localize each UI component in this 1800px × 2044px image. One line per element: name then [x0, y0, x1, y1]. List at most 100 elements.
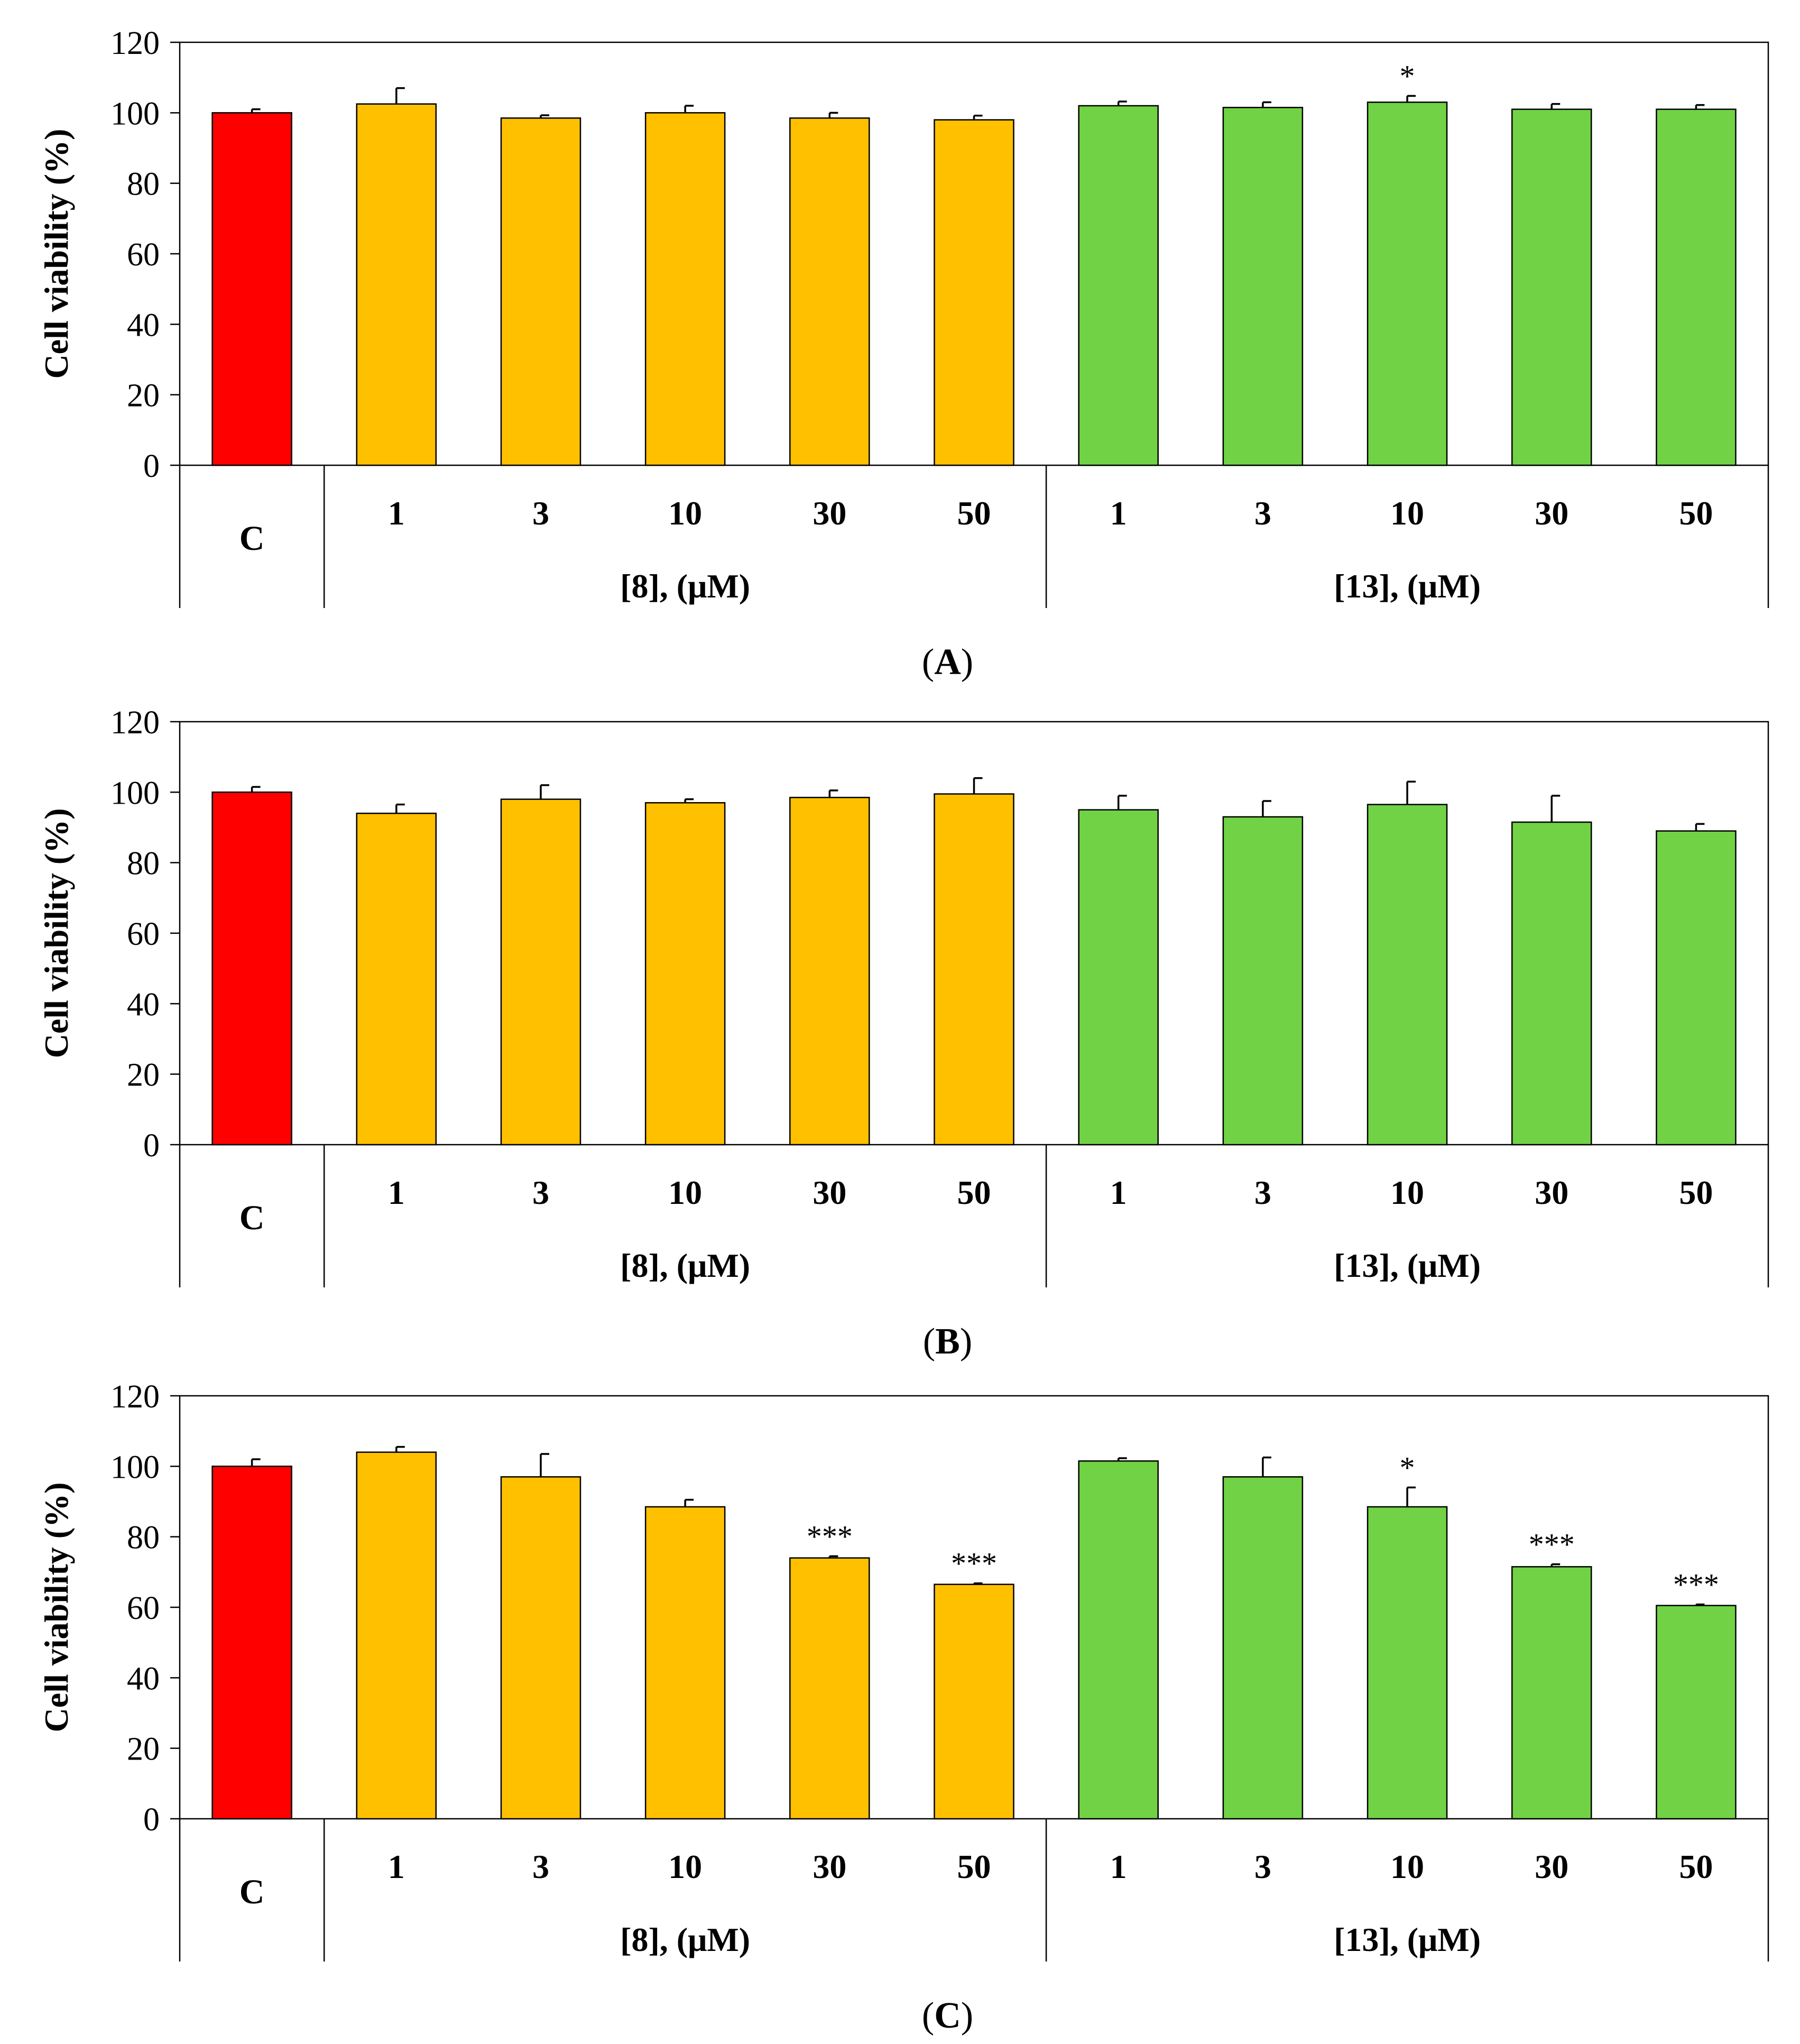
category-label: 30: [813, 1848, 846, 1885]
bar: [1656, 830, 1737, 1146]
bar: [1078, 105, 1159, 466]
category-label: 1: [388, 1174, 405, 1211]
category-label: 50: [957, 1174, 991, 1211]
group-label: [8], (μM): [620, 1921, 750, 1958]
bar: [211, 1466, 292, 1820]
y-tick-label: 20: [127, 1057, 160, 1093]
y-tick-label: 120: [110, 705, 160, 741]
category-label: C: [239, 519, 265, 558]
y-tick-label: 20: [127, 378, 160, 414]
panel-label: (A): [922, 642, 973, 683]
y-tick-label: 80: [127, 1520, 160, 1556]
category-label: C: [239, 1199, 265, 1237]
chart-panel-b: 0 20 40 60 80 100 120 Cell viability (%) C 1 3 10 30…: [38, 705, 1769, 1362]
y-tick-label: 60: [127, 1590, 160, 1626]
panel-label-paren: ): [961, 1995, 973, 2036]
y-axis-label: Cell viability (%): [38, 1483, 75, 1733]
category-label: 3: [1254, 494, 1271, 532]
panel-label: (B): [923, 1321, 972, 1362]
bar: [1656, 108, 1737, 466]
category-label: 3: [532, 1174, 549, 1211]
category-label: 50: [1679, 1848, 1713, 1885]
category-label: 50: [957, 1848, 991, 1885]
bar: [934, 119, 1014, 466]
chart-panel-a: 0 20 40 60 80 100 120 Cell viability (%) * C 1 3 10 3…: [38, 25, 1769, 683]
panel-label: (C): [922, 1995, 973, 2036]
panel-label-paren: ): [961, 642, 973, 683]
category-label: 50: [1679, 494, 1713, 532]
y-tick-label: 60: [127, 237, 160, 273]
y-tick-label: 80: [127, 167, 160, 202]
group-label: [8], (μM): [620, 1247, 750, 1284]
bar: [1367, 804, 1448, 1146]
category-label: 10: [1390, 1174, 1424, 1211]
panel-label-letter: A: [934, 642, 961, 683]
category-label: 30: [1535, 1174, 1568, 1211]
bar: [356, 103, 437, 466]
group-label: [8], (μM): [620, 567, 750, 605]
bar: [934, 1583, 1014, 1820]
category-label: 10: [668, 1174, 702, 1211]
category-label: 1: [388, 494, 405, 532]
y-tick-label: 100: [110, 775, 160, 811]
significance-mark: *: [1400, 1450, 1415, 1485]
y-tick-label: 60: [127, 916, 160, 952]
significance-mark: ***: [1529, 1527, 1575, 1562]
group-label: [13], (μM): [1334, 1247, 1481, 1284]
category-label: 3: [1254, 1174, 1271, 1211]
bar: [934, 793, 1014, 1146]
panel-label-paren: (: [922, 642, 934, 683]
category-label: C: [239, 1873, 265, 1911]
bar: [211, 112, 292, 466]
panel-label-paren: (: [923, 1321, 935, 1362]
category-label: 10: [1390, 494, 1424, 532]
significance-mark: ***: [807, 1519, 853, 1553]
group-label: [13], (μM): [1334, 1921, 1481, 1958]
category-label: 50: [957, 494, 991, 532]
bar: [211, 791, 292, 1146]
category-label: 10: [668, 494, 702, 532]
category-label: 3: [532, 1848, 549, 1885]
panel-label-letter: C: [934, 1995, 961, 2036]
y-tick-label: 120: [110, 25, 160, 61]
category-label: 3: [532, 494, 549, 532]
significance-mark: *: [1400, 59, 1415, 93]
bar: [1511, 108, 1592, 466]
category-label: 50: [1679, 1174, 1713, 1211]
category-label: 30: [813, 1174, 846, 1211]
bar: [1367, 1506, 1448, 1820]
y-tick-label: 40: [127, 1661, 160, 1697]
bar: [1656, 1605, 1737, 1820]
y-tick-label: 0: [143, 448, 160, 484]
category-label: 1: [1110, 1848, 1127, 1885]
bar: [500, 1476, 581, 1820]
bar: [789, 1557, 870, 1820]
category-label: 1: [1110, 494, 1127, 532]
bar: [356, 813, 437, 1146]
bar: [1078, 809, 1159, 1146]
bar: [1367, 102, 1448, 466]
bar: [500, 117, 581, 466]
bar: [644, 112, 726, 466]
y-axis-label: Cell viability (%): [38, 808, 75, 1058]
y-tick-label: 40: [127, 307, 160, 343]
bar: [1511, 1566, 1592, 1820]
panel-label-paren: (: [922, 1995, 934, 2036]
y-tick-label: 100: [110, 1449, 160, 1485]
bar: [1222, 1476, 1304, 1820]
y-tick-label: 80: [127, 846, 160, 882]
category-label: 3: [1254, 1848, 1271, 1885]
category-label: 10: [1390, 1848, 1424, 1885]
y-tick-label: 0: [143, 1802, 160, 1838]
bar: [1222, 107, 1304, 466]
bar: [356, 1451, 437, 1820]
significance-mark: ***: [951, 1546, 997, 1581]
bar: [1511, 821, 1592, 1146]
category-label: 1: [388, 1848, 405, 1885]
bar: [644, 802, 726, 1146]
y-tick-label: 40: [127, 987, 160, 1023]
group-label: [13], (μM): [1334, 567, 1481, 605]
significance-mark: ***: [1673, 1568, 1719, 1602]
bar: [1078, 1460, 1159, 1820]
category-label: 1: [1110, 1174, 1127, 1211]
